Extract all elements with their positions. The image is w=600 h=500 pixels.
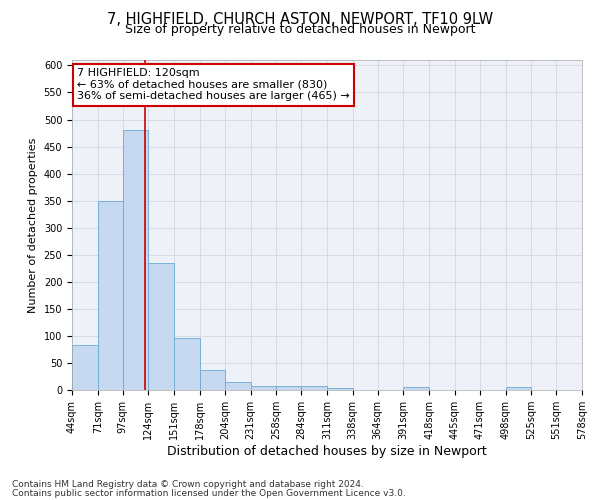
Bar: [301, 386, 327, 390]
Bar: [251, 386, 277, 390]
Text: 7, HIGHFIELD, CHURCH ASTON, NEWPORT, TF10 9LW: 7, HIGHFIELD, CHURCH ASTON, NEWPORT, TF1…: [107, 12, 493, 28]
X-axis label: Distribution of detached houses by size in Newport: Distribution of detached houses by size …: [167, 445, 487, 458]
Bar: [506, 388, 532, 390]
Bar: [277, 386, 301, 390]
Text: Contains HM Land Registry data © Crown copyright and database right 2024.: Contains HM Land Registry data © Crown c…: [12, 480, 364, 489]
Bar: [98, 200, 122, 390]
Y-axis label: Number of detached properties: Number of detached properties: [28, 138, 38, 312]
Text: Size of property relative to detached houses in Newport: Size of property relative to detached ho…: [125, 22, 475, 36]
Bar: [403, 388, 429, 390]
Bar: [148, 263, 174, 390]
Text: Contains public sector information licensed under the Open Government Licence v3: Contains public sector information licen…: [12, 488, 406, 498]
Bar: [327, 388, 353, 390]
Bar: [72, 344, 98, 390]
Bar: [122, 130, 148, 390]
Bar: [174, 338, 200, 390]
Bar: [225, 382, 251, 390]
Text: 7 HIGHFIELD: 120sqm
← 63% of detached houses are smaller (830)
36% of semi-detac: 7 HIGHFIELD: 120sqm ← 63% of detached ho…: [77, 68, 350, 102]
Bar: [200, 370, 225, 390]
